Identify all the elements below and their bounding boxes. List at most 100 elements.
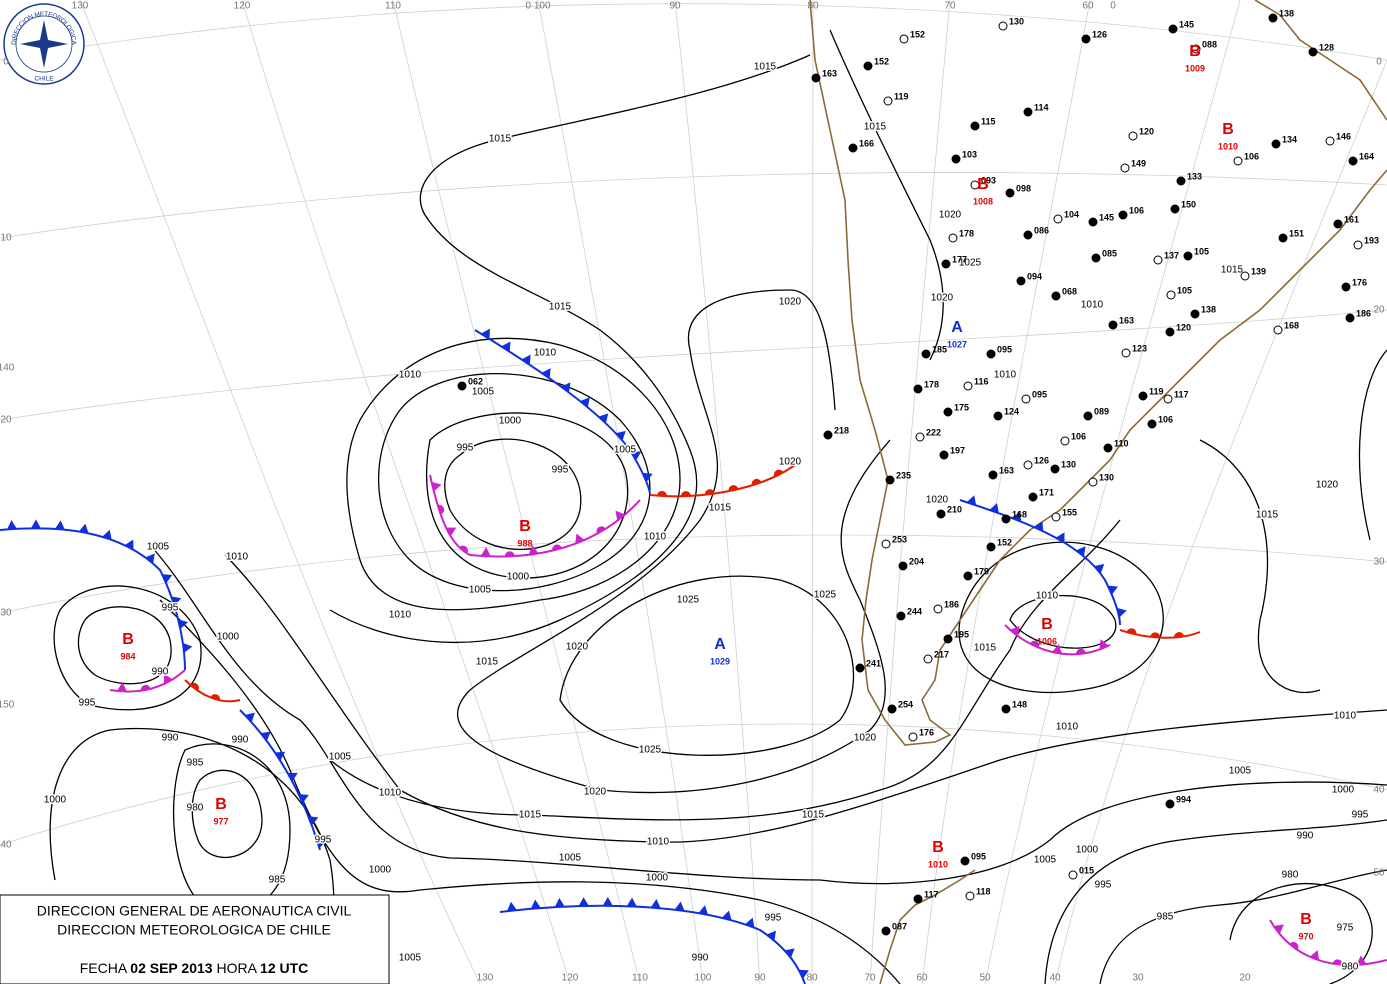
- station-value: 088: [1202, 39, 1217, 49]
- isobar-label: 1005: [147, 542, 170, 553]
- station-value: 193: [1364, 235, 1379, 245]
- front-symbol: [308, 816, 319, 826]
- front-symbol: [744, 917, 755, 928]
- station-value: 186: [1356, 308, 1371, 318]
- meridian: [79, 0, 481, 984]
- station-marker: [923, 654, 933, 664]
- coordinate-label: 70: [864, 973, 876, 984]
- time: 12 UTC: [260, 960, 308, 976]
- front-symbol: [445, 527, 457, 537]
- station-value: 068: [1062, 286, 1077, 296]
- front-symbol: [1273, 924, 1284, 934]
- cold-front: [474, 329, 651, 496]
- front-symbol: [1332, 959, 1343, 965]
- isobar: [191, 769, 263, 859]
- center-pressure: 1010: [928, 859, 948, 869]
- front-symbol: [480, 547, 491, 557]
- station-value: 152: [910, 29, 925, 39]
- front-symbol: [431, 481, 442, 492]
- station-marker: [1001, 704, 1011, 714]
- station-marker: [970, 180, 980, 190]
- station-marker: [943, 634, 953, 644]
- station-marker: [1121, 348, 1131, 358]
- station-marker: [1240, 271, 1250, 281]
- coordinate-label: 20: [1373, 305, 1385, 316]
- front-symbol: [1052, 643, 1063, 654]
- warm-front: [1119, 629, 1201, 639]
- front-symbol: [798, 969, 809, 979]
- station-value: 152: [997, 537, 1012, 547]
- front-symbol: [674, 901, 685, 912]
- station-value: 062: [468, 376, 483, 386]
- center-letter: B: [519, 518, 531, 535]
- agency: DIRECCION METEOROLOGICA DE CHILE: [57, 922, 331, 938]
- station-marker: [913, 894, 923, 904]
- isobar-label: 1015: [549, 302, 572, 313]
- coordinate-label: 10: [0, 233, 12, 244]
- isobar-label: 980: [1342, 962, 1359, 973]
- isobar-label: 1010: [379, 788, 402, 799]
- center-letter: A: [951, 319, 963, 336]
- center-letter: A: [714, 636, 726, 653]
- station-value: 093: [981, 175, 996, 185]
- isobar-label: 1000: [44, 795, 67, 806]
- isobar-label: 1000: [646, 873, 669, 884]
- coastline: [809, 0, 1387, 746]
- front-symbol: [751, 478, 762, 486]
- isobar-label: 1020: [1316, 480, 1339, 491]
- station-marker: [1103, 443, 1113, 453]
- station-value: 123: [1132, 343, 1147, 353]
- cold-front: [239, 709, 321, 851]
- station-marker: [941, 259, 951, 269]
- time-label: HORA: [216, 960, 257, 976]
- front-symbol: [602, 896, 613, 906]
- station-value: 176: [919, 727, 934, 737]
- station-value: 222: [926, 427, 941, 437]
- station-value: 106: [1129, 205, 1144, 215]
- front-symbol: [298, 794, 309, 804]
- station-value: 152: [874, 56, 889, 66]
- logo-compass: [20, 20, 68, 68]
- front-symbol: [650, 898, 661, 909]
- station-value: 103: [962, 149, 977, 159]
- front-symbol: [642, 472, 653, 482]
- isobar-label: 975: [1337, 923, 1354, 934]
- coordinate-label: 80: [807, 1, 819, 12]
- station-marker: [939, 450, 949, 460]
- cold-front: [0, 527, 186, 671]
- isobar-label: 990: [692, 953, 709, 964]
- isobar: [1099, 869, 1387, 984]
- logo: DIRECCION METEOROLOGICA CHILE: [3, 3, 85, 85]
- station-value: 241: [866, 658, 881, 668]
- station-marker: [1023, 230, 1033, 240]
- isobar-label: 1020: [931, 293, 954, 304]
- station-marker: [1165, 799, 1175, 809]
- station-marker: [811, 73, 821, 83]
- front-symbol: [728, 485, 739, 492]
- station-value: 095: [971, 851, 986, 861]
- station-marker: [457, 381, 467, 391]
- front-symbol: [1309, 950, 1320, 961]
- station-value: 218: [834, 425, 849, 435]
- isobar-label: 1000: [1332, 785, 1355, 796]
- front-symbol: [116, 682, 127, 692]
- station-value: 085: [1102, 248, 1117, 258]
- coordinate-label: 90: [754, 973, 766, 984]
- coordinate-label: 30: [0, 608, 12, 619]
- center-letter: B: [1041, 616, 1053, 633]
- date: 02 SEP 2013: [130, 960, 212, 976]
- station-value: 114: [1034, 102, 1049, 112]
- station-marker: [1128, 131, 1138, 141]
- station-marker: [1168, 24, 1178, 34]
- isobar-label: 1005: [559, 853, 582, 864]
- coordinate-label: 120: [562, 973, 579, 984]
- station-value: 197: [950, 445, 965, 455]
- isobar-label: 1010: [1081, 300, 1104, 311]
- station-value: 106: [1158, 414, 1173, 424]
- station-marker: [913, 384, 923, 394]
- isobar-label: 995: [552, 465, 569, 476]
- isobar-label: 1000: [499, 416, 522, 427]
- isobar: [559, 575, 854, 756]
- occluded-front: [1004, 624, 1111, 656]
- station-value: 128: [1319, 42, 1334, 52]
